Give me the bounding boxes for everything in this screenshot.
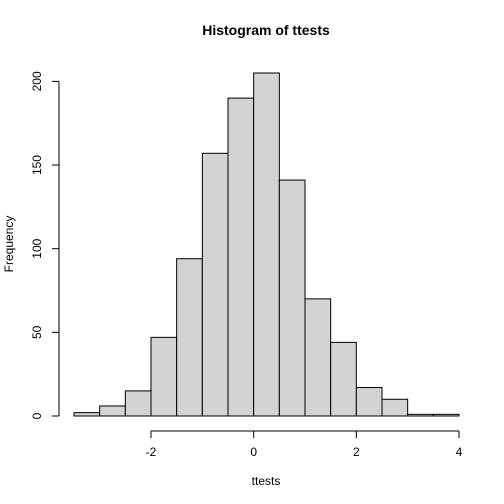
y-tick-label: 100 bbox=[30, 238, 44, 258]
y-axis-label: Frequency bbox=[2, 216, 16, 273]
y-tick-label: 200 bbox=[30, 71, 44, 91]
y-tick-label: 0 bbox=[30, 412, 44, 419]
histogram-bar bbox=[227, 97, 255, 417]
y-tick-label: 50 bbox=[30, 325, 44, 339]
y-tick-label: 150 bbox=[30, 155, 44, 175]
x-tick-label: 4 bbox=[456, 445, 463, 459]
y-axis: 0 50 100 150 200 bbox=[30, 71, 60, 419]
histogram-bar bbox=[304, 298, 332, 417]
histogram-bar bbox=[381, 398, 409, 417]
x-tick-label: -2 bbox=[146, 445, 157, 459]
histogram-bar bbox=[407, 413, 434, 417]
x-tick-label: 0 bbox=[250, 445, 257, 459]
histogram-bar bbox=[176, 258, 203, 417]
histogram-bar bbox=[124, 390, 152, 417]
x-axis-label: ttests bbox=[252, 474, 281, 488]
histogram-bar bbox=[330, 341, 357, 417]
bars-group bbox=[73, 72, 460, 417]
histogram-bar bbox=[253, 72, 280, 417]
histogram-bar bbox=[432, 413, 460, 417]
x-tick-label: 2 bbox=[353, 445, 360, 459]
x-axis: -2 0 2 4 bbox=[146, 430, 463, 459]
histogram-bar bbox=[73, 412, 101, 417]
histogram-bar bbox=[150, 336, 178, 417]
histogram-bar bbox=[278, 179, 306, 417]
histogram-bar bbox=[99, 405, 126, 417]
histogram-bar bbox=[355, 387, 383, 417]
histogram-bar bbox=[201, 152, 229, 417]
chart-title: Histogram of ttests bbox=[202, 22, 330, 38]
